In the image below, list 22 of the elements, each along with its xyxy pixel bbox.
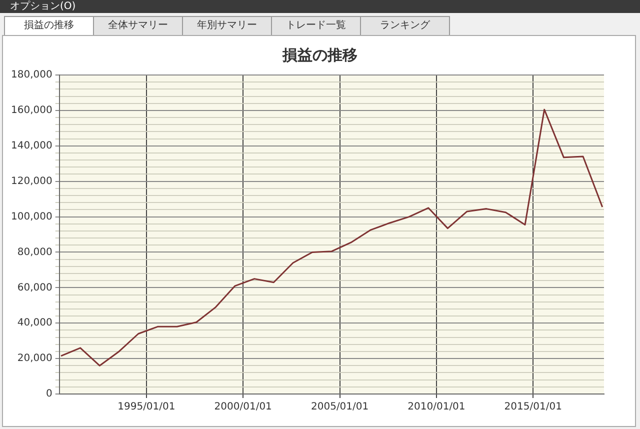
text: 年別サマリー	[182, 16, 272, 36]
text: トレード一覧	[271, 16, 361, 36]
x-tick-label: 1995/01/01	[118, 402, 176, 413]
text: 全体サマリー	[93, 16, 183, 36]
y-tick-label: 60,000	[17, 282, 52, 294]
y-tick-label: 160,000	[10, 105, 52, 116]
y-tick-label: 140,000	[10, 140, 52, 152]
y-tick-label: 120,000	[10, 176, 52, 187]
y-tick-label: 100,000	[10, 211, 52, 222]
chart-title: 損益の推移	[281, 46, 358, 65]
text: オプション(O)	[0, 0, 640, 13]
y-tick-label: 0	[46, 388, 52, 400]
y-tick-label: 180,000	[10, 70, 52, 81]
x-tick-label: 2010/01/01	[408, 402, 466, 413]
x-tick-label: 2015/01/01	[504, 402, 562, 413]
y-tick-label: 40,000	[17, 318, 52, 329]
x-tick-label: 2005/01/01	[310, 402, 369, 413]
text: ランキング	[360, 16, 450, 36]
y-tick-label: 20,000	[17, 353, 52, 364]
text: 損益の推移	[4, 16, 94, 36]
x-tick-label: 2000/01/01	[214, 402, 272, 413]
y-tick-label: 80,000	[17, 246, 52, 258]
